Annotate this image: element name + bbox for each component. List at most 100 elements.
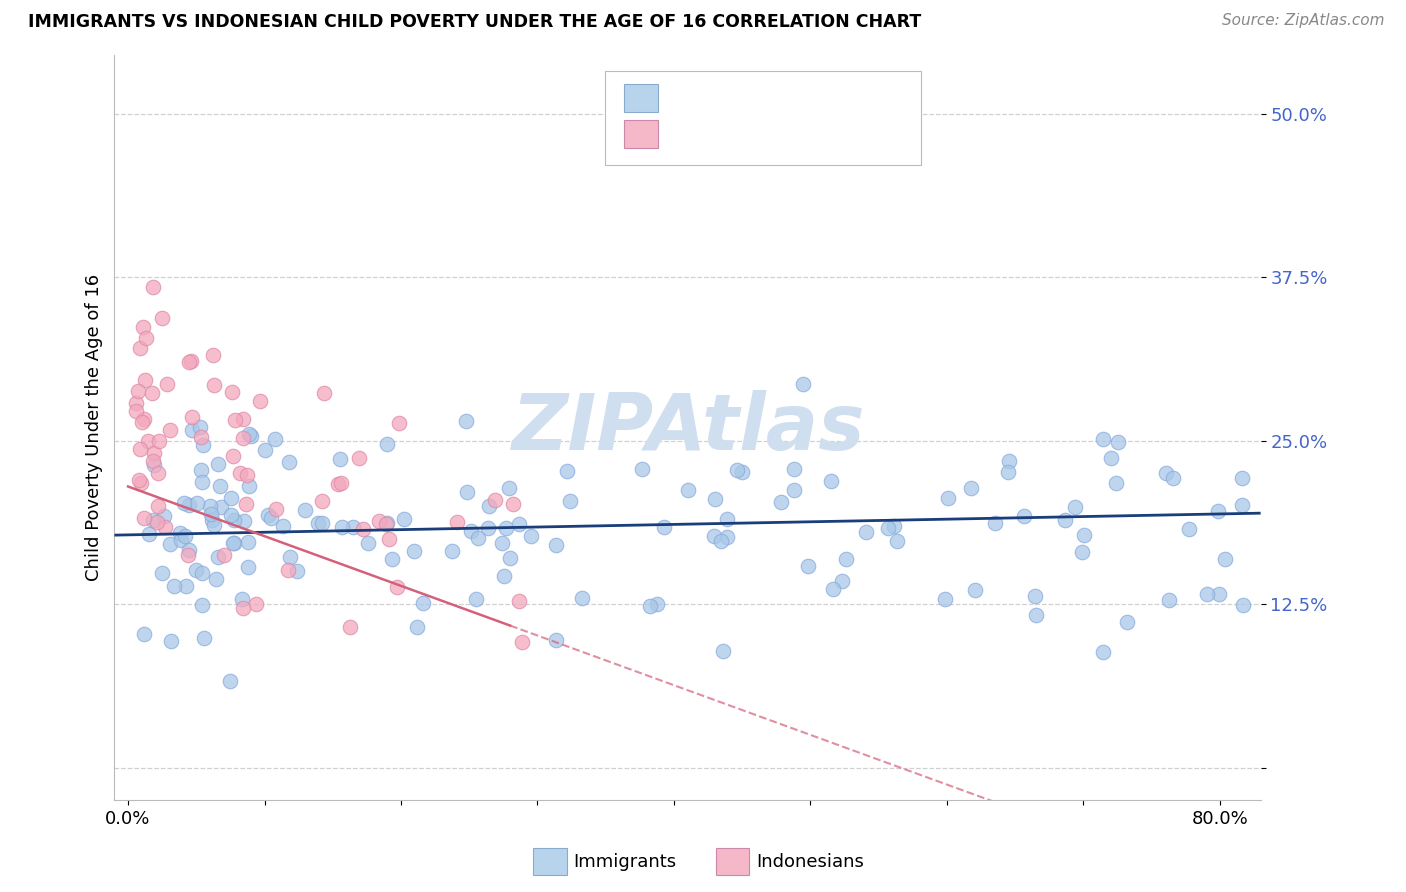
Point	[277, 563, 299, 577]
Point	[232, 431, 254, 445]
Point	[498, 481, 520, 495]
Point	[460, 524, 482, 538]
Point	[218, 674, 240, 689]
Point	[170, 533, 193, 547]
Point	[311, 516, 333, 530]
Point	[142, 280, 165, 294]
Point	[236, 560, 259, 574]
Point	[128, 341, 150, 355]
Point	[1054, 513, 1077, 527]
Point	[202, 348, 225, 362]
Point	[125, 396, 148, 410]
Point	[495, 521, 517, 535]
Point	[446, 515, 468, 529]
Point	[131, 415, 153, 429]
Point	[143, 446, 166, 460]
Point	[630, 462, 652, 476]
Point	[271, 519, 294, 533]
Point	[180, 410, 202, 425]
Point	[177, 354, 200, 368]
Point	[467, 531, 489, 545]
Point	[456, 484, 478, 499]
Point	[374, 516, 396, 531]
Point	[544, 538, 567, 552]
Point	[235, 497, 257, 511]
Point	[209, 500, 232, 514]
Point	[491, 536, 513, 550]
Point	[245, 597, 267, 611]
Point	[886, 534, 908, 549]
Point	[190, 598, 212, 612]
Point	[174, 579, 197, 593]
Point	[508, 516, 530, 531]
Text: 0.036: 0.036	[710, 89, 762, 107]
Point	[998, 454, 1021, 468]
Point	[877, 521, 900, 535]
Point	[224, 512, 246, 526]
Text: R =: R =	[668, 125, 699, 143]
Point	[1230, 498, 1253, 512]
Point	[357, 536, 380, 550]
Point	[558, 493, 581, 508]
Point	[934, 591, 956, 606]
Point	[328, 476, 350, 491]
Point	[312, 385, 335, 400]
Point	[142, 458, 165, 473]
Point	[984, 516, 1007, 530]
Point	[339, 620, 361, 634]
Point	[311, 494, 333, 508]
Point	[464, 591, 486, 606]
Text: N =: N =	[769, 125, 800, 143]
Point	[207, 457, 229, 471]
Point	[783, 462, 806, 476]
Point	[1161, 471, 1184, 485]
Point	[820, 474, 842, 488]
Point	[368, 514, 391, 528]
Point	[238, 534, 260, 549]
Point	[385, 581, 408, 595]
Point	[546, 633, 568, 648]
Point	[835, 551, 858, 566]
Point	[193, 631, 215, 645]
Point	[1024, 589, 1046, 603]
Point	[704, 492, 727, 507]
Point	[156, 376, 179, 391]
Point	[831, 574, 853, 589]
Point	[652, 520, 675, 534]
Point	[222, 536, 245, 550]
Point	[1195, 587, 1218, 601]
Point	[191, 566, 214, 580]
Point	[710, 534, 733, 549]
Point	[1206, 504, 1229, 518]
Point	[142, 454, 165, 468]
Point	[219, 508, 242, 523]
Point	[278, 549, 301, 564]
Point	[148, 499, 170, 513]
Point	[405, 620, 427, 634]
Point	[330, 520, 353, 534]
Point	[260, 511, 283, 525]
Point	[1116, 615, 1139, 629]
Point	[224, 412, 246, 426]
Point	[190, 463, 212, 477]
Point	[186, 496, 208, 510]
Point	[412, 596, 434, 610]
Point	[499, 550, 522, 565]
Point	[1213, 552, 1236, 566]
Point	[222, 536, 245, 550]
Text: -0.092: -0.092	[710, 125, 769, 143]
Point	[402, 544, 425, 558]
Point	[249, 394, 271, 409]
Point	[347, 451, 370, 466]
Point	[440, 544, 463, 558]
Point	[454, 414, 477, 428]
Point	[645, 598, 668, 612]
Point	[222, 450, 245, 464]
Point	[134, 373, 156, 387]
Point	[124, 404, 146, 418]
Point	[294, 502, 316, 516]
Point	[963, 582, 986, 597]
Point	[186, 563, 208, 577]
Point	[202, 378, 225, 392]
Point	[477, 521, 499, 535]
